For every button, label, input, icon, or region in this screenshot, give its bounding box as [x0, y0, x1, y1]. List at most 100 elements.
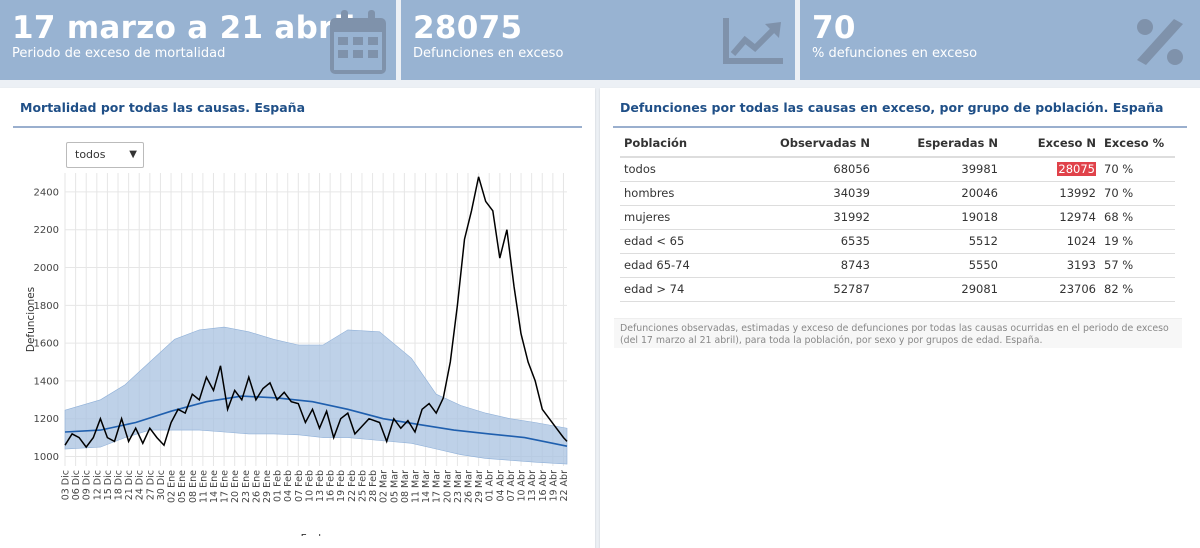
x-tick-label: 03 Dic: [61, 470, 72, 500]
y-tick-label: 1400: [34, 376, 59, 387]
x-tick-label: 14 Mar: [421, 470, 432, 503]
table-header-row: Población Observadas N Esperadas N Exces…: [620, 131, 1175, 158]
x-axis-label: Fecha: [301, 533, 332, 536]
cell-expected: 39981: [874, 157, 1002, 182]
col-header-expected[interactable]: Esperadas N: [874, 131, 1002, 158]
x-tick-label: 25 Feb: [357, 470, 368, 502]
x-tick-label: 02 Mar: [379, 470, 390, 503]
valuebox-percent: 70 % defunciones en exceso: [800, 0, 1200, 80]
x-tick-label: 07 Feb: [294, 470, 305, 502]
cell-excess-n: 13992: [1002, 181, 1100, 206]
cell-observed: 8743: [748, 253, 874, 278]
x-tick-label: 14 Ene: [209, 470, 220, 503]
y-tick-label: 2000: [34, 263, 59, 274]
x-tick-label: 08 Mar: [400, 470, 411, 503]
y-tick-label: 2400: [34, 187, 59, 198]
valuebox-percent-value: 70: [812, 10, 856, 46]
cell-expected: 29081: [874, 277, 1002, 302]
cell-observed: 6535: [748, 229, 874, 254]
x-tick-label: 27 Dic: [145, 470, 156, 500]
table-row: mujeres 31992 19018 12974 68 %: [620, 205, 1175, 230]
cell-excess-pct: 70 %: [1100, 157, 1175, 182]
highlighted-value: 28075: [1057, 162, 1096, 176]
chart-line-icon: [723, 18, 783, 64]
valuebox-excess-subtitle: Defunciones en exceso: [413, 46, 564, 61]
x-tick-label: 23 Mar: [453, 470, 464, 503]
y-tick-label: 2200: [34, 225, 59, 236]
cell-observed: 52787: [748, 277, 874, 302]
x-tick-label: 23 Ene: [241, 470, 252, 503]
col-header-population[interactable]: Población: [620, 131, 748, 158]
observed-line: [64, 176, 568, 449]
x-tick-label: 06 Dic: [71, 470, 82, 500]
x-tick-label: 21 Dic: [124, 470, 135, 500]
table-row: edad > 74 52787 29081 23706 82 %: [620, 277, 1175, 302]
cell-population: todos: [620, 157, 748, 182]
x-tick-label: 30 Dic: [156, 470, 167, 500]
cell-observed: 68056: [748, 157, 874, 182]
valuebox-percent-subtitle: % defunciones en exceso: [812, 46, 978, 61]
y-tick-label: 1600: [34, 339, 59, 350]
x-tick-label: 22 Abr: [559, 470, 570, 502]
chevron-down-icon: ▼: [129, 149, 137, 160]
x-tick-label: 16 Feb: [326, 470, 337, 502]
excess-panel-title: Defunciones por todas las causas en exce…: [620, 100, 1164, 115]
x-tick-label: 12 Dic: [92, 470, 103, 500]
y-axis-label: Defunciones: [25, 287, 37, 352]
cell-expected: 5512: [874, 229, 1002, 254]
x-tick-label: 28 Feb: [368, 470, 379, 502]
mortality-chart: 1000 1200 1400 1600 1800 2000 2200 2400 03 Dic 06…: [25, 173, 570, 536]
cell-population: hombres: [620, 181, 748, 206]
calendar-icon: [330, 10, 386, 74]
x-tick-label: 11 Mar: [410, 470, 421, 503]
table-row: todos 68056 39981 28075 70 %: [620, 157, 1175, 182]
col-header-excess-n[interactable]: Exceso N: [1002, 131, 1100, 158]
table-caption: Defunciones observadas, estimadas y exce…: [614, 318, 1182, 348]
valuebox-excess: 28075 Defunciones en exceso: [401, 0, 795, 80]
valuebox-period: 17 marzo a 21 abril Periodo de exceso de…: [0, 0, 396, 80]
cell-observed: 31992: [748, 205, 874, 230]
excess-table: Población Observadas N Esperadas N Exces…: [620, 131, 1175, 302]
cell-population: edad 65-74: [620, 253, 748, 278]
x-tick-label: 22 Feb: [347, 470, 358, 502]
x-tick-label: 05 Mar: [389, 470, 400, 503]
confidence-band: [64, 326, 568, 465]
population-select[interactable]: todos ▼: [66, 142, 144, 168]
cell-excess-pct: 68 %: [1100, 205, 1175, 230]
x-tick-label: 04 Abr: [495, 470, 506, 502]
x-tick-label: 10 Abr: [517, 470, 528, 502]
x-tick-label: 29 Mar: [474, 470, 485, 503]
table-row: edad < 65 6535 5512 1024 19 %: [620, 229, 1175, 254]
x-tick-label: 20 Ene: [230, 470, 241, 503]
cell-excess-n: 1024: [1002, 229, 1100, 254]
cell-excess-n: 28075: [1002, 157, 1100, 182]
x-tick-label: 10 Feb: [304, 470, 315, 502]
expected-line: [64, 395, 568, 447]
x-tick-label: 01 Feb: [273, 470, 284, 502]
x-tick-label: 11 Ene: [198, 470, 209, 503]
population-select-value: todos: [75, 148, 106, 161]
y-tick-label: 1000: [34, 452, 59, 463]
col-header-excess-pct[interactable]: Exceso %: [1100, 131, 1175, 158]
x-tick-label: 07 Abr: [506, 470, 517, 502]
x-tick-label: 24 Dic: [135, 470, 146, 500]
cell-population: edad > 74: [620, 277, 748, 302]
cell-excess-pct: 82 %: [1100, 277, 1175, 302]
cell-excess-n: 12974: [1002, 205, 1100, 230]
x-tick-label: 19 Abr: [548, 470, 559, 502]
cell-observed: 34039: [748, 181, 874, 206]
panel-divider: [613, 126, 1187, 128]
x-tick-label: 15 Dic: [103, 470, 114, 500]
x-tick-label: 29 Ene: [262, 470, 273, 503]
x-tick-label: 01 Abr: [485, 470, 496, 502]
cell-expected: 19018: [874, 205, 1002, 230]
x-tick-label: 20 Mar: [442, 470, 453, 503]
col-header-observed[interactable]: Observadas N: [748, 131, 874, 158]
cell-excess-n: 23706: [1002, 277, 1100, 302]
x-tick-label: 17 Mar: [432, 470, 443, 503]
x-tick-label: 13 Abr: [527, 470, 538, 502]
y-tick-label: 1200: [34, 414, 59, 425]
x-tick-label: 13 Feb: [315, 470, 326, 502]
table-row: hombres 34039 20046 13992 70 %: [620, 181, 1175, 206]
panel-divider: [13, 126, 582, 128]
